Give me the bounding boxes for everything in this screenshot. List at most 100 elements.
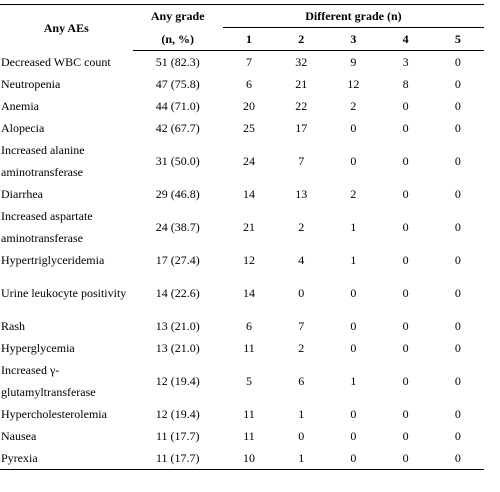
grade-4-value: 0	[402, 341, 409, 355]
grade-5-value: 0	[454, 407, 461, 421]
table-row: Increased aspartate aminotransferase 24 …	[0, 205, 484, 249]
grade-4-value: 0	[402, 374, 409, 388]
grade-5-value: 0	[454, 374, 461, 388]
any-grade-header-line2: (n, %)	[132, 27, 223, 51]
grade-2-value: 7	[298, 319, 305, 333]
table-row: Diarrhea 29 (46.8) 14 13 2 0 0	[0, 183, 484, 205]
ae-name: Hypercholesterolemia	[1, 407, 107, 421]
grade-1-value: 12	[243, 253, 255, 267]
header-row-2: (n, %) 1 2 3 4 5	[0, 27, 484, 51]
grade-2-value: 1	[275, 447, 328, 470]
grade-3-value: 1	[350, 220, 357, 234]
table-row: Decreased WBC count 51 (82.3) 7 32 9 3 0	[0, 51, 484, 74]
grade-2-value: 6	[298, 374, 305, 388]
grade-2-value: 22	[295, 99, 308, 113]
any-grade-value: 11 (17.7)	[132, 447, 223, 470]
any-grade-value: 24 (38.7)	[155, 220, 200, 234]
grade-1-value: 20	[243, 99, 255, 113]
grade-1-value: 21	[243, 220, 255, 234]
grade-1-value: 5	[246, 374, 252, 388]
table-row: Urine leukocyte positivity 14 (22.6) 14 …	[0, 271, 484, 315]
grade-3-value: 0	[350, 154, 357, 168]
grade-4-value: 0	[402, 154, 409, 168]
any-grade-value: 47 (75.8)	[155, 77, 200, 91]
header-row-1: Any AEs Any grade Different grade (n)	[0, 4, 484, 51]
grade-5-value: 0	[431, 447, 484, 470]
grade-1-value: 25	[243, 121, 255, 135]
grade-3-value: 1	[350, 253, 357, 267]
ae-name: Increased alanine aminotransferase	[1, 143, 85, 179]
grade-5-value: 0	[454, 429, 461, 443]
grade-5-value: 0	[454, 220, 461, 234]
ae-name: Increased aspartate aminotransferase	[1, 209, 93, 245]
grade-5-value: 0	[454, 341, 461, 355]
grade-4-value: 0	[402, 121, 409, 135]
any-grade-value: 29 (46.8)	[155, 187, 200, 201]
ae-name: Urine leukocyte positivity	[1, 286, 127, 300]
table-row: Hypercholesterolemia 12 (19.4) 11 1 0 0 …	[0, 403, 484, 425]
ae-name: Diarrhea	[1, 187, 43, 201]
grade-1-value: 11	[243, 429, 255, 443]
grade-4-value: 0	[402, 429, 409, 443]
grade-4-value: 0	[402, 407, 409, 421]
grade-3-value: 9	[350, 55, 357, 69]
table-row: Nausea 11 (17.7) 11 0 0 0 0	[0, 425, 484, 447]
grade-1-value: 7	[246, 55, 252, 69]
table-row: Rash 13 (21.0) 6 7 0 0 0	[0, 315, 484, 337]
table-row: Pyrexia 11 (17.7) 10 1 0 0 0	[0, 447, 484, 470]
grade-2-value: 21	[295, 77, 308, 91]
grade-3-value: 0	[350, 121, 357, 135]
grade-4-value: 8	[402, 77, 409, 91]
table-row: Increased γ-glutamyltransferase 12 (19.4…	[0, 359, 484, 403]
grade-3-value: 0	[350, 407, 357, 421]
grade-4-value: 3	[402, 55, 409, 69]
grade-4-value: 0	[402, 286, 409, 300]
any-grade-value: 17 (27.4)	[155, 253, 200, 267]
ae-name: Hyperglycemia	[1, 341, 75, 355]
grade-3-value: 0	[350, 319, 357, 333]
any-grade-value: 11 (17.7)	[155, 429, 200, 443]
grade-3-value: 0	[350, 286, 357, 300]
grade-5-value: 0	[454, 319, 461, 333]
ae-name: Pyrexia	[0, 447, 133, 470]
grade-2-value: 32	[295, 55, 308, 69]
table-row: Alopecia 42 (67.7) 25 17 0 0 0	[0, 117, 484, 139]
grade-2-value: 0	[298, 429, 305, 443]
any-grade-value: 12 (19.4)	[155, 407, 200, 421]
grade-4-header: 4	[379, 27, 432, 51]
any-grade-value: 14 (22.6)	[155, 286, 200, 300]
grade-2-value: 4	[298, 253, 305, 267]
any-grade-value: 42 (67.7)	[155, 121, 200, 135]
grade-3-value: 12	[347, 77, 360, 91]
grade-4-value: 0	[402, 253, 409, 267]
any-grade-value: 13 (21.0)	[155, 341, 200, 355]
grade-5-value: 0	[454, 286, 461, 300]
different-grade-header: Different grade (n)	[222, 4, 484, 28]
table-row: Hypertriglyceridemia 17 (27.4) 12 4 1 0 …	[0, 249, 484, 271]
ae-name: Increased γ-glutamyltransferase	[1, 363, 96, 399]
grade-5-value: 0	[454, 154, 461, 168]
grade-1-header: 1	[222, 27, 276, 51]
grade-1-value: 11	[243, 341, 255, 355]
table-row: Anemia 44 (71.0) 20 22 2 0 0	[0, 95, 484, 117]
grade-1-value: 14	[243, 286, 255, 300]
grade-2-value: 17	[295, 121, 308, 135]
grade-4-value: 0	[402, 187, 409, 201]
grade-3-value: 2	[350, 187, 357, 201]
grade-4-value: 0	[379, 447, 432, 470]
grade-3-header: 3	[327, 27, 380, 51]
grade-1-value: 11	[243, 407, 255, 421]
grade-2-value: 2	[298, 341, 305, 355]
grade-3-value: 0	[350, 429, 357, 443]
grade-4-value: 0	[402, 319, 409, 333]
grade-2-value: 7	[298, 154, 305, 168]
grade-5-value: 0	[454, 187, 461, 201]
grade-2-value: 1	[298, 407, 305, 421]
grade-4-value: 0	[402, 220, 409, 234]
grade-2-value: 0	[298, 286, 305, 300]
grade-5-header: 5	[431, 27, 484, 51]
ae-name: Decreased WBC count	[1, 54, 111, 69]
grade-3-value: 0	[350, 341, 357, 355]
grade-4-value: 0	[402, 99, 409, 113]
